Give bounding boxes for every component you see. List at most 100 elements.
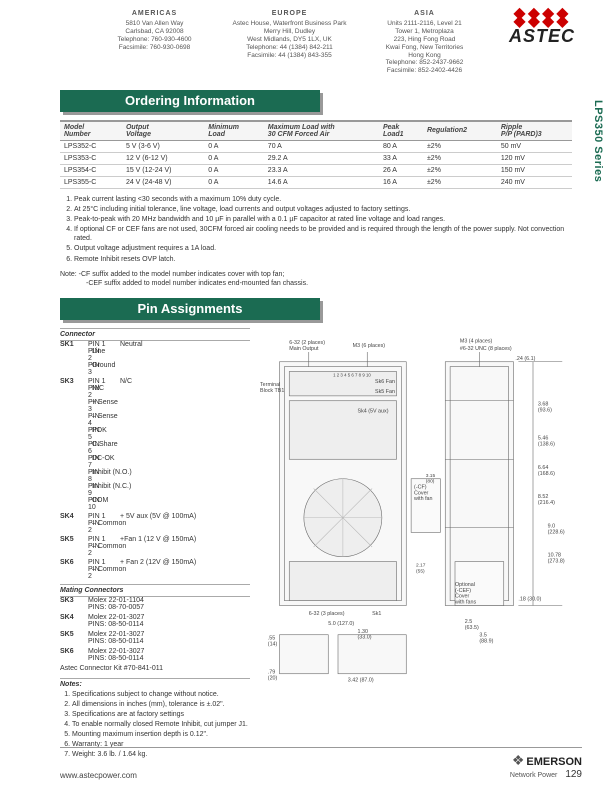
region-americas: AMERICAS 5810 Van Allen Way Carlsbad, CA… <box>97 10 212 52</box>
pin-row: SK5PIN 1+Fan 1 (12 V @ 150mA) <box>60 536 250 543</box>
region-head: EUROPE <box>232 10 347 18</box>
region-body: Astec House, Waterfront Business Park Me… <box>232 20 347 59</box>
diag-dim: 9.0(228.6) <box>548 523 565 535</box>
spec-table: ModelNumberOutputVoltageMinimumLoadMaxim… <box>60 120 572 189</box>
spec-cell: 24 V (24-48 V) <box>122 176 204 188</box>
pin-row: SK1PIN 1Neutral <box>60 341 250 348</box>
pin-row: PIN 3Ground <box>60 362 250 376</box>
spec-cell: 0 A <box>204 152 264 164</box>
spec-col-header: PeakLoad1 <box>379 121 423 141</box>
diag-dim: 2.5(63.5) <box>465 619 479 631</box>
note-item: At 25°C including initial tolerance, lin… <box>74 205 572 214</box>
logo-text: ASTEC <box>502 26 582 47</box>
spec-cell: 12 V (6-12 V) <box>122 152 204 164</box>
spec-cell: 15 V (12-24 V) <box>122 164 204 176</box>
connector-group: SK1PIN 1NeutralPIN 2LinePIN 3Ground <box>60 341 250 376</box>
spec-cell: 120 mV <box>497 152 572 164</box>
region-asia: ASIA Units 2111-2116, Level 21 Tower 1, … <box>367 10 482 75</box>
spec-cell: LPS355-C <box>60 176 122 188</box>
series-side-tab: LPS350 Series <box>592 100 604 182</box>
pin-table: Connector SK1PIN 1NeutralPIN 2LinePIN 3G… <box>60 328 250 762</box>
ordering-note-text: Note: -CF suffix added to the model numb… <box>86 270 572 288</box>
diag-label: Sk1 <box>372 611 381 617</box>
connector-group: SK5PIN 1+Fan 1 (12 V @ 150mA)PIN 2– Comm… <box>60 536 250 557</box>
diag-dim: .18 (30.0) <box>518 596 541 602</box>
pin-layout: Connector SK1PIN 1NeutralPIN 2LinePIN 3G… <box>60 328 572 762</box>
pin-row: SK6PIN 1+ Fan 2 (12V @ 150mA) <box>60 559 250 566</box>
note-item: Remote Inhibit resets OVP latch. <box>74 255 572 264</box>
pin-row: PIN 2Line <box>60 348 250 362</box>
note-item: Output voltage adjustment requires a 1A … <box>74 244 572 253</box>
connector-group: SK3PIN 1N/CPIN 2N/CPIN 3+ SensePIN 4– Se… <box>60 378 250 511</box>
spec-col-header: RippleP/P (PARD)3 <box>497 121 572 141</box>
pin-row: PIN 10COM <box>60 497 250 511</box>
diag-dim: 3.15(80) <box>426 473 436 485</box>
note-item: Peak current lasting <30 seconds with a … <box>74 195 572 204</box>
diag-dim: 8.52(216.4) <box>538 494 555 506</box>
pin-row: SK4PIN 1+ 5V aux (5V @ 100mA) <box>60 513 250 520</box>
diag-dim: .79(20) <box>268 670 278 682</box>
note-item: Specifications subject to change without… <box>72 690 250 699</box>
pin-row: PIN 2– Common <box>60 566 250 580</box>
spec-cell: ±2% <box>423 176 497 188</box>
spec-cell: LPS354-C <box>60 164 122 176</box>
page-footer: www.astecpower.com ❖ EMERSON Network Pow… <box>60 747 582 780</box>
note-item: Mounting maximum insertion depth is 0.12… <box>72 730 250 739</box>
page-number: 129 <box>565 769 582 780</box>
connector-name: SK4 <box>60 513 88 520</box>
note-item: To enable normally closed Remote Inhibit… <box>72 720 250 729</box>
spec-col-header: ModelNumber <box>60 121 122 141</box>
mating-row: SK5Molex 22-01-3027PINS: 08-50-0114 <box>60 631 250 645</box>
emerson-logo: ❖ EMERSON Network Power 129 <box>510 752 582 780</box>
spec-cell: ±2% <box>423 152 497 164</box>
spec-cell: LPS353-C <box>60 152 122 164</box>
diag-label: M3 (4 places) <box>460 338 493 344</box>
pin-row: PIN 3+ Sense <box>60 399 250 413</box>
mating-row: SK4Molex 22-01-3027PINS: 08-50-0114 <box>60 614 250 628</box>
footer-url: www.astecpower.com <box>60 771 137 780</box>
spec-col-header: MinimumLoad <box>204 121 264 141</box>
pin-row: SK3PIN 1N/C <box>60 378 250 385</box>
spec-cell: 0 A <box>204 176 264 188</box>
spec-cell: 29.2 A <box>264 152 379 164</box>
ordering-section-bar: Ordering Information <box>60 90 320 112</box>
spec-cell: 16 A <box>379 176 423 188</box>
region-body: Units 2111-2116, Level 21 Tower 1, Metro… <box>367 20 482 75</box>
spec-col-header: Maximum Load with30 CFM Forced Air <box>264 121 379 141</box>
note-item: All dimensions in inches (mm), tolerance… <box>72 700 250 709</box>
region-head: ASIA <box>367 10 482 18</box>
pin-notes-header: Notes: <box>60 678 250 688</box>
diag-dim: .55(14) <box>268 635 278 647</box>
spec-cell: 70 A <box>264 140 379 152</box>
spec-cell: 5 V (3-6 V) <box>122 140 204 152</box>
logo-dots-icon: ◆◆◆◆◆◆◆◆ <box>502 10 582 26</box>
pin-row: PIN 2– Common <box>60 543 250 557</box>
diag-dim: 5.46(138.6) <box>538 436 555 448</box>
spec-cell: 33 A <box>379 152 423 164</box>
connector-name: SK6 <box>60 559 88 566</box>
pin-row: PIN 4– Sense <box>60 413 250 427</box>
pin-row: PIN 2– Common <box>60 520 250 534</box>
pin-row: PIN 5POK <box>60 427 250 441</box>
diag-label: Sk5 Fan <box>375 389 395 395</box>
diag-dim: 1.30(33.0) <box>358 629 372 641</box>
diag-dim: 10.78(273.8) <box>548 553 565 565</box>
spec-row: LPS355-C24 V (24-48 V)0 A14.6 A16 A±2%24… <box>60 176 572 188</box>
section-title: Ordering Information <box>60 90 320 112</box>
spec-cell: 23.3 A <box>264 164 379 176</box>
region-europe: EUROPE Astec House, Waterfront Business … <box>232 10 347 59</box>
connector-name: SK5 <box>60 536 88 543</box>
connector-group: SK6PIN 1+ Fan 2 (12V @ 150mA)PIN 2– Comm… <box>60 559 250 580</box>
pins-section-bar: Pin Assignments <box>60 298 320 320</box>
connector-group: SK4PIN 1+ 5V aux (5V @ 100mA)PIN 2– Comm… <box>60 513 250 534</box>
main-content: Ordering Information ModelNumberOutputVo… <box>0 90 612 762</box>
diag-dim: 5.0 (127.0) <box>328 621 354 627</box>
diag-dim: 3.5(88.9) <box>479 633 493 645</box>
mating-row: SK6Molex 22-01-3027PINS: 08-50-0114 <box>60 648 250 662</box>
spec-cell: 80 A <box>379 140 423 152</box>
diag-dim: .24 (6.1) <box>515 356 535 362</box>
pin-row: PIN 7DC-OK <box>60 455 250 469</box>
diag-label: 1 2 3 4 5 6 7 8 9 10 <box>333 372 371 377</box>
spec-cell: 50 mV <box>497 140 572 152</box>
spec-col-header: Regulation2 <box>423 121 497 141</box>
